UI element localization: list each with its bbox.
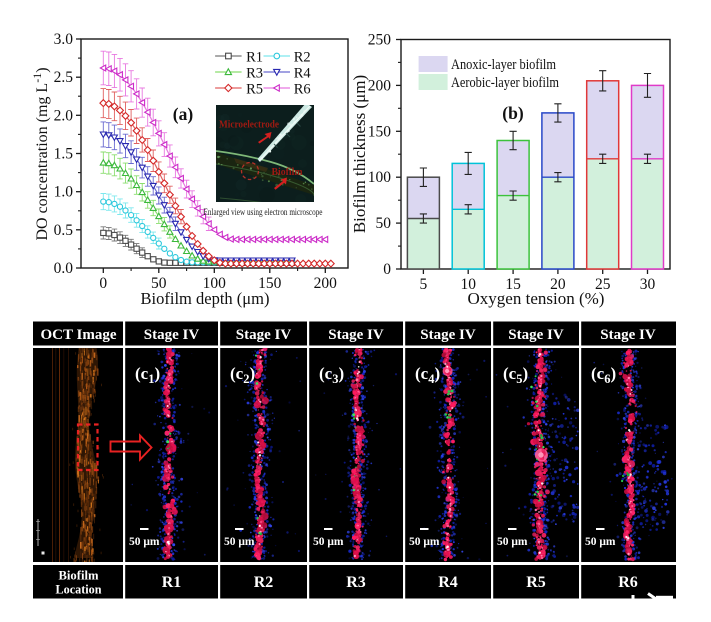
svg-text:R3: R3 — [246, 66, 263, 82]
svg-text:100: 100 — [203, 275, 227, 292]
svg-text:(c3): (c3) — [319, 364, 344, 386]
svg-text:Biofilm thickness (μm): Biofilm thickness (μm) — [350, 75, 369, 233]
svg-text:(c4): (c4) — [415, 364, 440, 386]
svg-text:(c5): (c5) — [503, 364, 528, 386]
svg-text:150: 150 — [258, 275, 282, 292]
svg-text:50 μm: 50 μm — [129, 536, 160, 548]
svg-text:25: 25 — [595, 276, 611, 293]
svg-text:10: 10 — [460, 276, 476, 293]
svg-text:50 μm: 50 μm — [497, 536, 528, 548]
svg-text:OCT Image: OCT Image — [41, 327, 117, 343]
svg-text:150: 150 — [368, 123, 392, 140]
svg-text:20: 20 — [550, 276, 566, 293]
svg-text:Stage IV: Stage IV — [508, 327, 564, 343]
svg-text:200: 200 — [368, 77, 392, 94]
svg-text:(c2): (c2) — [230, 364, 255, 386]
svg-text:(a): (a) — [173, 104, 194, 124]
svg-text:5: 5 — [420, 276, 428, 293]
svg-text:30: 30 — [640, 276, 656, 293]
svg-text:R4: R4 — [294, 66, 312, 82]
svg-text:Location: Location — [56, 583, 102, 597]
svg-text:50 μm: 50 μm — [313, 536, 344, 548]
svg-text:R6: R6 — [294, 82, 311, 98]
svg-text:Biofilm: Biofilm — [272, 167, 303, 178]
svg-text:Stage IV: Stage IV — [328, 327, 384, 343]
svg-text:250: 250 — [368, 32, 392, 49]
svg-text:(b): (b) — [502, 103, 524, 123]
svg-text:100: 100 — [368, 169, 392, 186]
svg-text:Stage IV: Stage IV — [144, 327, 200, 343]
svg-text:50 μm: 50 μm — [409, 536, 440, 548]
svg-text:50: 50 — [376, 215, 392, 232]
svg-text:0.5: 0.5 — [54, 222, 74, 239]
svg-text:Enlarged view using electron m: Enlarged view using electron microscope — [204, 207, 323, 218]
svg-text:Biofilm: Biofilm — [59, 569, 100, 583]
svg-text:1.5: 1.5 — [54, 146, 74, 163]
svg-text:(c1): (c1) — [135, 364, 160, 386]
svg-text:R1: R1 — [246, 50, 263, 66]
svg-text:50: 50 — [151, 275, 167, 292]
svg-text:R5: R5 — [246, 82, 263, 98]
svg-text:1.0: 1.0 — [54, 184, 74, 201]
svg-text:2.0: 2.0 — [54, 107, 74, 124]
svg-text:0.0: 0.0 — [54, 260, 74, 277]
svg-text:R1: R1 — [162, 574, 182, 591]
svg-text:Oxygen tension (%): Oxygen tension (%) — [468, 289, 605, 308]
svg-text:50 μm: 50 μm — [224, 536, 255, 548]
svg-text:R3: R3 — [346, 574, 366, 591]
svg-text:R4: R4 — [438, 574, 458, 591]
svg-text:R2: R2 — [254, 574, 274, 591]
svg-text:(c6): (c6) — [591, 364, 616, 386]
svg-text:Biofilm depth (μm): Biofilm depth (μm) — [141, 289, 270, 308]
svg-text:Stage IV: Stage IV — [236, 327, 292, 343]
svg-text:Aerobic-layer biofilm: Aerobic-layer biofilm — [451, 75, 559, 91]
svg-text:DO concentration (mg L-1): DO concentration (mg L-1) — [30, 67, 51, 240]
svg-text:15: 15 — [505, 276, 521, 293]
svg-text:R6: R6 — [618, 574, 638, 591]
svg-text:Anoxic-layer biofilm: Anoxic-layer biofilm — [451, 57, 556, 73]
svg-text:Stage IV: Stage IV — [600, 327, 656, 343]
svg-text:R5: R5 — [526, 574, 546, 591]
svg-text:0: 0 — [99, 275, 107, 292]
svg-text:2.5: 2.5 — [54, 69, 74, 86]
svg-text:200: 200 — [314, 275, 338, 292]
svg-text:3.0: 3.0 — [54, 31, 74, 48]
svg-text:0: 0 — [383, 261, 391, 278]
svg-text:50 μm: 50 μm — [585, 536, 616, 548]
svg-text:Microelectrode: Microelectrode — [219, 120, 279, 131]
svg-text:R2: R2 — [294, 50, 311, 66]
svg-text:Stage IV: Stage IV — [420, 327, 476, 343]
